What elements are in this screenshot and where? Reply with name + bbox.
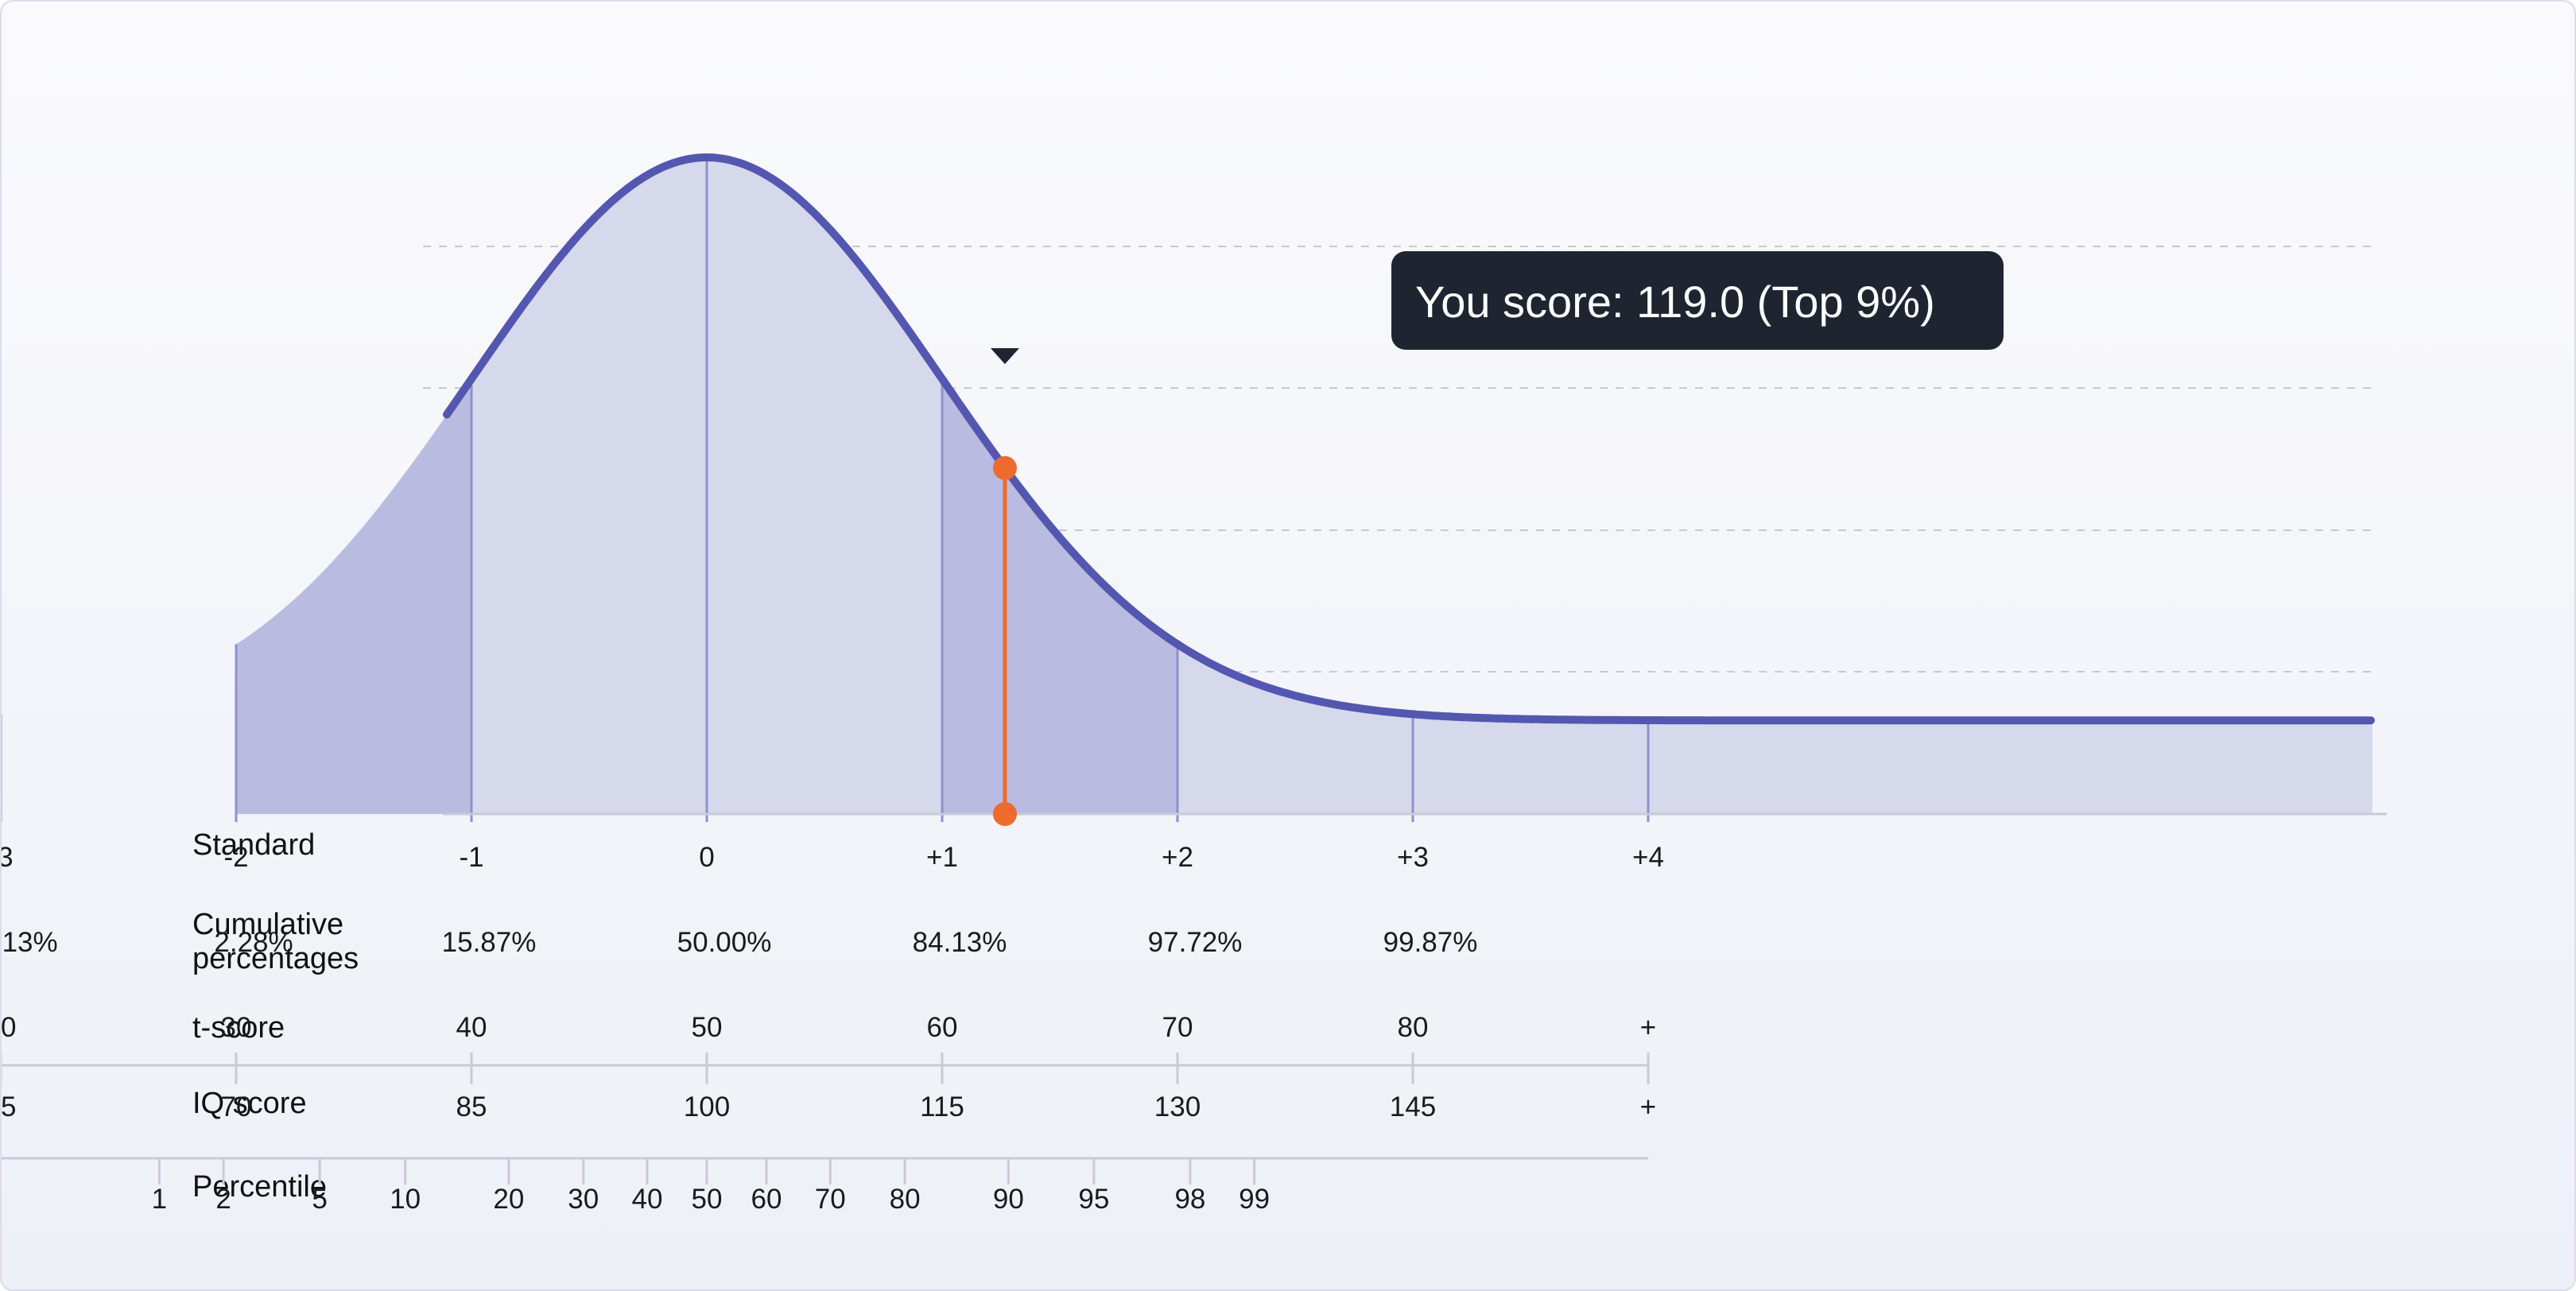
standard-tick-label: -1 bbox=[459, 842, 483, 873]
tscore-tick-label: 30 bbox=[221, 1012, 252, 1043]
row-label-cumulative-line1: Cumulative bbox=[192, 908, 343, 941]
percentile-tick-label: 60 bbox=[751, 1184, 782, 1215]
standard-tick-label: 0 bbox=[699, 842, 714, 873]
area-full bbox=[447, 157, 2372, 814]
tscore-tick-label: 80 bbox=[1398, 1012, 1429, 1043]
row-label-tscore: t-score bbox=[192, 1011, 285, 1045]
percentile-tick-label: 98 bbox=[1174, 1184, 1205, 1215]
percentile-tick-label: 1 bbox=[152, 1184, 167, 1215]
percentile-tick-label: 50 bbox=[692, 1184, 723, 1215]
percentile-tick-label: 90 bbox=[993, 1184, 1024, 1215]
percentile-tick-label: 20 bbox=[493, 1184, 524, 1215]
standard-tick-label: -2 bbox=[223, 842, 248, 873]
tooltip-background bbox=[1391, 251, 2004, 350]
cumulative-tick-label: 99.87% bbox=[1383, 927, 1478, 958]
tscore-tick-label: 50 bbox=[692, 1012, 723, 1043]
row-label-standard: Standard bbox=[192, 828, 315, 862]
cumulative-tick-label: 0.13% bbox=[2, 927, 58, 958]
percentile-tick-label: 5 bbox=[312, 1184, 327, 1215]
sd-dividers bbox=[2, 157, 1650, 822]
score-tooltip: You score: 119.0 (Top 9%) bbox=[990, 251, 2004, 364]
percentile-tick-label: 10 bbox=[390, 1184, 421, 1215]
area-shaded-right bbox=[942, 378, 1177, 814]
area-shaded-left bbox=[236, 378, 471, 814]
cumulative-tick-label: 2.28% bbox=[214, 927, 293, 958]
iq-tick-label: 70 bbox=[221, 1091, 252, 1122]
tooltip-pointer bbox=[990, 348, 1019, 364]
tooltip-text: You score: 119.0 (Top 9%) bbox=[1415, 277, 1935, 327]
row-label-iq: IQ score bbox=[192, 1087, 307, 1120]
cumulative-tick-label: 15.87% bbox=[442, 927, 537, 958]
standard-tick-label: -3 bbox=[2, 842, 14, 873]
percentile-tick-label: 30 bbox=[568, 1184, 599, 1215]
percentile-tick-label: 99 bbox=[1239, 1184, 1270, 1215]
score-marker[interactable] bbox=[992, 456, 1017, 826]
iq-tick-label: 145 bbox=[1390, 1091, 1436, 1122]
marker-dot-curve[interactable] bbox=[992, 456, 1017, 480]
marker-dot-base[interactable] bbox=[992, 802, 1017, 826]
iq-tick-label: 85 bbox=[456, 1091, 487, 1122]
standard-tick-label: +3 bbox=[1397, 842, 1429, 873]
tscore-tick-label: + bbox=[1640, 1012, 1656, 1043]
percentile-tick-label: 80 bbox=[890, 1184, 921, 1215]
tscore-tick-label: 70 bbox=[1162, 1012, 1193, 1043]
iq-tick-label: + bbox=[1640, 1091, 1656, 1122]
standard-tick-label: +4 bbox=[1632, 842, 1664, 873]
cumulative-tick-label: 97.72% bbox=[1148, 927, 1243, 958]
scale-rows: Standard Cumulative percentages t-score … bbox=[2, 828, 1664, 1215]
row-label-cumulative-line2: percentages bbox=[192, 942, 359, 975]
standard-tick-label: +2 bbox=[1162, 842, 1193, 873]
tscore-tick-label: 60 bbox=[927, 1012, 958, 1043]
percentile-tick-label: 40 bbox=[632, 1184, 663, 1215]
iq-tick-label: 100 bbox=[684, 1091, 730, 1122]
percentile-tick-label: 95 bbox=[1078, 1184, 1109, 1215]
standard-tick-label: +1 bbox=[926, 842, 958, 873]
iq-tick-label: 130 bbox=[1154, 1091, 1201, 1122]
cumulative-tick-label: 84.13% bbox=[913, 927, 1007, 958]
bell-curve-line bbox=[443, 153, 2375, 725]
percentile-tick-label: 2 bbox=[215, 1184, 231, 1215]
row-label-percentile: Percentile bbox=[192, 1170, 327, 1204]
iq-tick-label: 55 bbox=[2, 1091, 16, 1122]
curve-area bbox=[236, 157, 2372, 814]
tscore-tick-label: 40 bbox=[456, 1012, 487, 1043]
percentile-tick-label: 70 bbox=[815, 1184, 846, 1215]
tscore-tick-label: 20 bbox=[2, 1012, 16, 1043]
cumulative-tick-label: 50.00% bbox=[677, 927, 772, 958]
iq-tick-label: 115 bbox=[920, 1091, 964, 1122]
